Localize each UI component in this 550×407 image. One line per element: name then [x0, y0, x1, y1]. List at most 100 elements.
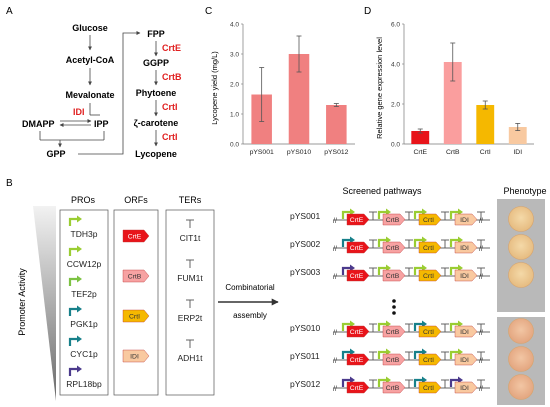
- cassette-gene-label: CrtI: [423, 357, 434, 364]
- cassette-gene: [382, 381, 406, 394]
- metabolite-mevalonate: Mevalonate: [65, 90, 114, 100]
- cassette-promoter-head: [422, 376, 427, 384]
- cassette-promoter-head: [350, 320, 355, 328]
- chart-c-xtick-label: pYS001: [250, 149, 274, 156]
- promoter-activity-wedge: [33, 206, 56, 401]
- backbone-break-left: //: [333, 274, 337, 281]
- cassette-promoter: [377, 210, 387, 219]
- plate: [508, 234, 534, 260]
- metabolite-dmapp: DMAPP: [22, 119, 55, 129]
- cassette-gene: [346, 381, 370, 394]
- orf-block: [122, 269, 150, 283]
- cassette-promoter-head: [386, 208, 391, 216]
- cassette-promoter: [449, 350, 459, 359]
- orf-block-label: CrtE: [128, 234, 142, 241]
- pathway-row: pYS012 // // CrtE CrtB CrtI IDI: [290, 374, 534, 400]
- backbone-break-right: //: [479, 218, 483, 225]
- cassette-gene: [346, 241, 370, 254]
- cassette-promoter: [449, 378, 459, 387]
- cassette-gene: [418, 213, 442, 226]
- metabolite-phytoene: Phytoene: [136, 88, 177, 98]
- chart-d: 0.0 2.0 4.0 6.0 CrtE CrtB CrtI IDI: [391, 21, 534, 156]
- cassette-gene: [382, 241, 406, 254]
- cassette-promoter: [413, 378, 423, 387]
- backbone-break-left: //: [333, 358, 337, 365]
- promoter-glyph: [68, 367, 78, 376]
- chart-c-bar: [326, 105, 347, 144]
- strain-label: pYS011: [290, 351, 320, 361]
- cassette-promoter-head: [458, 320, 463, 328]
- enzyme-crtb: CrtB: [162, 72, 182, 82]
- chart-d-xtick-label: CrtI: [480, 149, 491, 156]
- metabolite-ggpp: GGPP: [143, 58, 169, 68]
- chart-d-xtick-label: IDI: [513, 149, 522, 156]
- chart-d-ytick-label: 4.0: [391, 61, 400, 68]
- cassette-promoter-head: [458, 376, 463, 384]
- plate: [508, 318, 534, 344]
- promoter-activity-label: Promoter Activity: [17, 268, 27, 336]
- promoter-glyph: [68, 277, 78, 286]
- plate: [508, 206, 534, 232]
- col-title-pros: PROs: [71, 195, 96, 205]
- enzyme-crte: CrtE: [162, 43, 181, 53]
- orf-block-label: IDI: [130, 354, 139, 361]
- cassette-promoter-head: [422, 264, 427, 272]
- metabolite-gpp: GPP: [46, 149, 65, 159]
- cassette-gene: [382, 353, 406, 366]
- cassette-gene-label: CrtI: [423, 273, 434, 280]
- orf-block: [122, 309, 150, 323]
- chart-d-bar: [411, 131, 430, 144]
- cassette-gene-label: IDI: [460, 245, 469, 252]
- cassette-promoter-head: [350, 208, 355, 216]
- phenotype-title: Phenotype: [503, 186, 546, 196]
- orf-block: [122, 229, 150, 243]
- assembly-label-2: assembly: [233, 311, 267, 320]
- cassette-promoter-head: [422, 320, 427, 328]
- orf-block: [122, 349, 150, 363]
- cassette-promoter: [449, 322, 459, 331]
- cassette-gene-label: IDI: [460, 357, 469, 364]
- cassette-promoter-head: [458, 208, 463, 216]
- backbone-break-right: //: [479, 358, 483, 365]
- metabolite-glucose: Glucose: [72, 23, 108, 33]
- cassette-gene-label: CrtI: [423, 245, 434, 252]
- backbone-break-left: //: [333, 218, 337, 225]
- cassette-promoter: [341, 378, 351, 387]
- cassette-gene-label: IDI: [460, 217, 469, 224]
- chart-c-ytick-label: 4.0: [230, 21, 239, 28]
- promoter-glyph-head: [77, 215, 82, 223]
- chart-d-ytick-label: 0.0: [391, 141, 400, 148]
- metabolite-acetyl-coa: Acetyl-CoA: [66, 55, 115, 65]
- cassette-promoter: [341, 350, 351, 359]
- panel-label-d: D: [364, 6, 371, 17]
- backbone-break-left: //: [333, 386, 337, 393]
- promoter-glyph: [68, 217, 78, 226]
- cassette-gene-label: CrtB: [386, 357, 400, 364]
- chart-d-xtick-label: CrtB: [446, 149, 460, 156]
- plate: [508, 346, 534, 372]
- promoter-label: CCW12p: [67, 259, 102, 269]
- metabolite-ipp: IPP: [94, 119, 109, 129]
- chart-c: 0.0 1.0 2.0 3.0 4.0 pYS001 pYS010 pYS012: [230, 21, 355, 156]
- cassette-gene: [418, 381, 442, 394]
- cassette-promoter-head: [350, 348, 355, 356]
- promoter-label: CYC1p: [70, 349, 98, 359]
- metabolite-lycopene: Lycopene: [135, 149, 177, 159]
- promoter-glyph-head: [77, 305, 82, 313]
- strain-label: pYS003: [290, 267, 321, 277]
- cassette-gene-label: CrtI: [423, 385, 434, 392]
- cassette-gene-label: CrtI: [423, 329, 434, 336]
- chart-c-xtick-label: pYS010: [287, 149, 311, 156]
- cassette-promoter-head: [350, 264, 355, 272]
- cassette-promoter-head: [386, 236, 391, 244]
- screened-pathways-title: Screened pathways: [342, 186, 422, 196]
- backbone-break-right: //: [479, 274, 483, 281]
- backbone-break-left: //: [333, 246, 337, 253]
- panel-d: D Relative gene expression level 0.0 2.0 4…: [364, 6, 534, 156]
- chart-d-bar: [443, 62, 462, 144]
- chart-d-bar: [508, 127, 527, 144]
- enzyme-crti-1: CrtI: [162, 102, 178, 112]
- promoter-label: PGK1p: [70, 319, 98, 329]
- cassette-promoter: [341, 238, 351, 247]
